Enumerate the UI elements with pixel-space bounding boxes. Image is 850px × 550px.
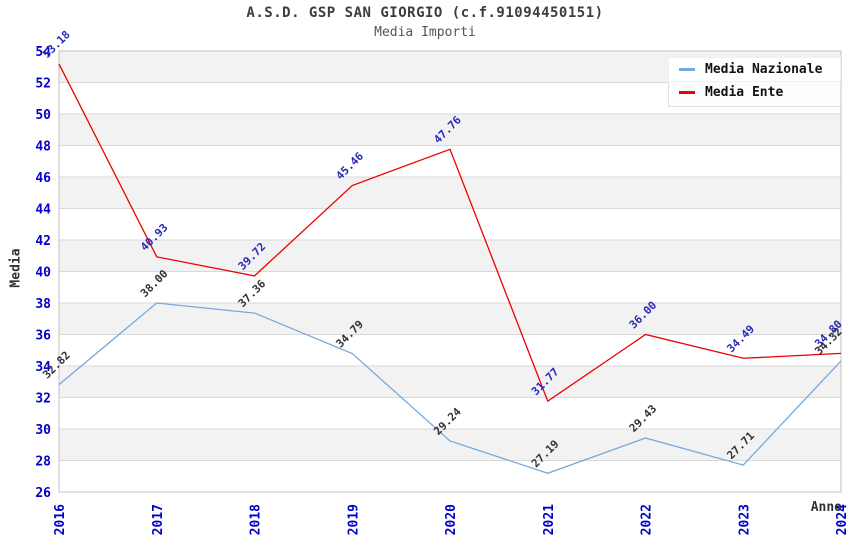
x-tick-label: 2018: [249, 504, 264, 535]
y-tick-label: 54: [35, 45, 51, 60]
data-point-label: 38.00: [138, 267, 171, 300]
x-tick-label: 2019: [346, 504, 361, 535]
plot-band: [59, 240, 841, 272]
chart-title: A.S.D. GSP SAN GIORGIO (c.f.91094450151): [246, 5, 604, 21]
y-tick-label: 34: [35, 360, 51, 375]
legend-label-media-nazionale: Media Nazionale: [705, 62, 823, 77]
y-tick-label: 44: [35, 203, 51, 218]
media-nazionale-line: [58, 302, 842, 474]
legend-item-media-nazionale[interactable]: Media Nazionale: [669, 58, 840, 81]
y-tick-label: 32: [35, 392, 51, 407]
legend-item-media-ente[interactable]: Media Ente: [669, 81, 840, 104]
y-tick-label: 36: [35, 329, 51, 344]
legend-label-media-ente: Media Ente: [705, 85, 784, 100]
y-tick-label: 46: [35, 171, 51, 186]
y-tick-label: 26: [35, 486, 51, 501]
y-tick-label: 38: [35, 297, 51, 312]
plot-band: [59, 114, 841, 146]
x-tick-label: 2024: [835, 504, 850, 535]
x-tick-label: 2020: [444, 504, 459, 535]
y-tick-label: 50: [35, 108, 51, 123]
y-tick-label: 40: [35, 266, 51, 281]
chart-subtitle: Media Importi: [374, 25, 476, 40]
y-tick-label: 42: [35, 234, 51, 249]
x-tick-label: 2022: [640, 504, 655, 535]
media-ente-line-swatch-icon: [679, 91, 695, 94]
x-tick-label: 2021: [542, 504, 557, 535]
plot-band: [59, 366, 841, 398]
legend: Media Nazionale Media Ente: [668, 57, 841, 107]
media-ente-line: [58, 63, 842, 403]
plot-band: [59, 303, 841, 335]
y-axis-title: Media: [8, 248, 24, 288]
x-tick-label: 2016: [53, 504, 68, 535]
x-tick-label: 2017: [151, 504, 166, 535]
plot-band: [59, 177, 841, 209]
x-axis-title: Anno: [810, 500, 842, 515]
y-tick-label: 30: [35, 423, 51, 438]
y-tick-label: 48: [35, 140, 51, 155]
plot-band: [59, 429, 841, 461]
x-tick-label: 2023: [737, 504, 752, 535]
media-nazionale-line-swatch-icon: [679, 68, 695, 71]
y-tick-label: 52: [35, 77, 51, 92]
y-tick-label: 28: [35, 455, 51, 470]
plot-border: [58, 50, 842, 493]
